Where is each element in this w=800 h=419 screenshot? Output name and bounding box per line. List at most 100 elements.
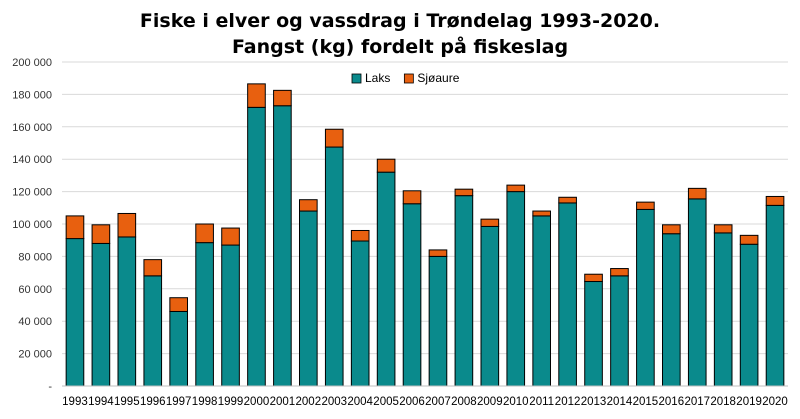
legend-label: Laks [365,71,390,85]
chart-title-line2: Fangst (kg) fordelt på fiskeslag [231,36,569,58]
bar-laks-2008 [454,195,474,387]
bar-sjaure-2008 [454,188,474,197]
bar-sjaure-2006 [402,190,422,205]
y-axis-ticks: - 20 000 40 000 60 000 80 000 100 000 120 000 1… [12,57,52,393]
x-tick-label: 1993 [62,396,88,408]
bar-laks-2018 [713,232,733,387]
bar-sjaure-2018 [713,224,733,234]
bar-sjaure-2010 [506,184,526,193]
y-tick-label: 100 000 [12,219,52,231]
x-tick-label: 2004 [347,396,373,408]
x-tick-label: 2018 [710,396,736,408]
bar-laks-1999 [221,244,240,387]
bar-sjaure-2017 [687,187,707,200]
x-axis: 1993 1994 1995 1996 1997 1998 1999 2000 2001 2002… [62,385,788,408]
x-tick-label: 2008 [451,396,477,408]
bar-sjaure-1998 [195,223,214,244]
x-tick-label: 2007 [425,396,451,408]
bar-sjaure-2004 [350,229,370,242]
bar-sjaure-2001 [273,89,292,107]
bar-sjaure-1999 [221,227,240,246]
legend-swatch [351,73,362,84]
bar-sjaure-1995 [117,212,137,238]
bar-laks-2012 [558,202,577,387]
bar-sjaure-2013 [584,273,603,283]
y-tick-label: 200 000 [12,57,52,69]
bar-laks-2017 [687,198,707,387]
y-tick-label: 40 000 [18,316,52,328]
bar-sjaure-1996 [143,259,163,277]
bar-sjaure-2020 [765,195,785,206]
x-tick-label: 2002 [296,396,322,408]
y-tick-label: 20 000 [18,349,52,361]
x-tick-label: 1995 [114,396,140,408]
x-tick-label: 1997 [166,396,192,408]
x-tick-label: 2010 [503,396,529,408]
bar-sjaure-1994 [91,224,111,244]
bar-laks-1995 [117,236,137,387]
bar-laks-1998 [195,242,214,387]
bar-sjaure-2014 [610,268,629,277]
x-tick-label: 2003 [321,396,347,408]
x-tick-label: 1999 [218,396,244,408]
bar-laks-2013 [584,281,603,387]
bar-laks-2004 [350,240,370,387]
legend: Laks Sjøaure [351,71,460,85]
bar-sjaure-2009 [480,218,500,227]
bar-laks-2019 [739,243,759,387]
x-tick-label: 2020 [762,396,788,408]
x-tick-label: 2006 [399,396,425,408]
x-tick-label: 2012 [555,396,581,408]
bar-laks-1996 [143,275,163,387]
bar-sjaure-2002 [299,199,318,212]
x-tick-label: 1998 [192,396,218,408]
y-tick-label: 140 000 [12,154,52,166]
x-tick-label: 2015 [633,396,659,408]
bar-laks-2003 [324,146,344,387]
x-tick-label: 2000 [244,396,270,408]
x-tick-label: 2013 [581,396,607,408]
chart-title: Fiske i elver og vassdrag i Trøndelag 19… [0,8,800,60]
x-tick-label: 2017 [684,396,710,408]
bar-laks-1994 [91,242,111,387]
bar-sjaure-2003 [324,128,344,148]
bar-laks-2015 [636,208,655,387]
x-tick-label: 2011 [529,396,554,408]
bar-laks-2002 [299,210,318,387]
y-tick-label: - [48,381,52,393]
bar-laks-2020 [765,204,785,387]
bar-sjaure-2016 [662,224,681,235]
bar-sjaure-2019 [739,234,759,245]
bar-sjaure-2007 [428,249,448,257]
x-tick-label: 2009 [477,396,503,408]
x-tick-label: 2019 [736,396,762,408]
x-tick-label: 2001 [270,396,296,408]
y-tick-label: 80 000 [18,251,52,263]
legend-label: Sjøaure [417,71,459,85]
bar-laks-2005 [376,171,396,387]
bar-laks-2006 [402,203,422,387]
bar-laks-2009 [480,225,500,387]
x-tick-label: 1996 [140,396,166,408]
bar-sjaure-2011 [532,210,551,217]
y-tick-label: 180 000 [12,89,52,101]
bars [65,83,785,387]
bar-sjaure-2012 [558,196,577,204]
x-tick-label: 2016 [659,396,685,408]
bar-laks-2016 [662,233,681,387]
y-tick-label: 60 000 [18,284,52,296]
x-tick-label: 2005 [373,396,399,408]
y-tick-label: 120 000 [12,187,52,199]
bar-laks-2007 [428,255,448,387]
y-tick-label: 160 000 [12,122,52,134]
x-tick-label: 1994 [88,396,114,408]
chart-title-line1: Fiske i elver og vassdrag i Trøndelag 19… [139,10,661,32]
bar-sjaure-2015 [636,201,655,210]
bar-laks-1997 [169,310,188,387]
bar-sjaure-2000 [247,83,266,108]
x-tick-label: 2014 [607,396,633,408]
legend-swatch [403,73,414,84]
bar-laks-2014 [610,275,629,387]
bar-sjaure-1997 [169,297,188,312]
